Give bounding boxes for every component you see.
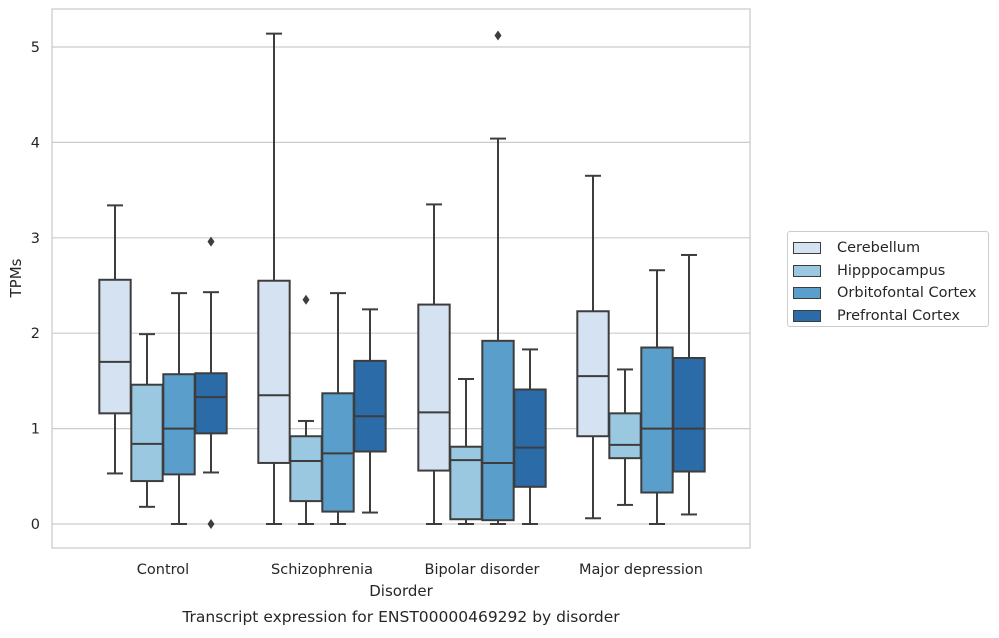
box-iqr [640,346,674,494]
box-iqr [481,339,515,522]
box [321,292,355,525]
box [130,333,164,508]
y-tick-labels: 0 1 2 3 4 5 [31,40,40,533]
box [289,294,323,525]
legend-label: Cerebellum [837,240,921,257]
box [257,32,291,525]
y-tick-label: 5 [31,40,40,56]
box [640,269,674,525]
box-iqr [162,373,196,476]
legend-label: Hipppocampus [837,262,946,279]
chart-title: Transcript expression for ENST0000046929… [181,608,620,626]
outlier-point [207,519,215,529]
box-iqr [672,357,706,473]
box-iqr [576,310,610,438]
x-tick-labels: Control Schizophrenia Bipolar disorder Majo… [137,562,703,578]
legend-swatch [793,264,821,277]
outlier-point [302,294,310,305]
x-tick-label: Schizophrenia [271,562,373,578]
x-tick-label: Bipolar disorder [425,562,540,578]
box-iqr [417,303,451,472]
box-groups [98,30,706,529]
box [353,308,387,514]
legend-item: Cerebellum [788,237,988,260]
legend-label: Prefrontal Cortex [837,307,960,324]
box [417,203,451,525]
x-tick-label: Control [137,562,189,578]
box-iqr [513,388,547,488]
box [98,204,132,475]
legend-item: Prefrontal Cortex [788,305,988,328]
y-tick-label: 3 [31,231,40,247]
outlier-point [207,236,215,247]
y-tick-label: 0 [31,517,40,533]
box-iqr [98,278,132,415]
y-tick-label: 2 [31,326,40,342]
box-iqr [353,359,387,453]
legend-swatch [793,309,821,322]
y-tick-label: 4 [31,135,40,151]
box-iqr [289,435,323,503]
y-axis-label: TPMs [7,258,25,298]
box-iqr [194,372,228,435]
box-iqr [608,412,642,460]
box [194,236,228,529]
box [513,348,547,525]
legend-swatch [793,242,821,255]
box-iqr [130,383,164,483]
legend-swatch [793,287,821,300]
box [672,253,706,516]
y-tick-label: 1 [31,422,40,438]
box [449,377,483,525]
box [576,174,610,520]
box-iqr [449,445,483,521]
box-iqr [257,279,291,464]
legend-item: Hipppocampus [788,260,988,283]
x-axis-label: Disorder [369,582,433,600]
box [481,30,515,525]
legend-label: Orbitofontal Cortex [837,285,977,302]
legend-item: Orbitofontal Cortex [788,282,988,305]
outlier-point [494,30,502,41]
box [608,368,642,506]
x-tick-label: Major depression [579,562,703,578]
legend: Cerebellum Hipppocampus Orbitofontal Corte… [787,231,989,327]
